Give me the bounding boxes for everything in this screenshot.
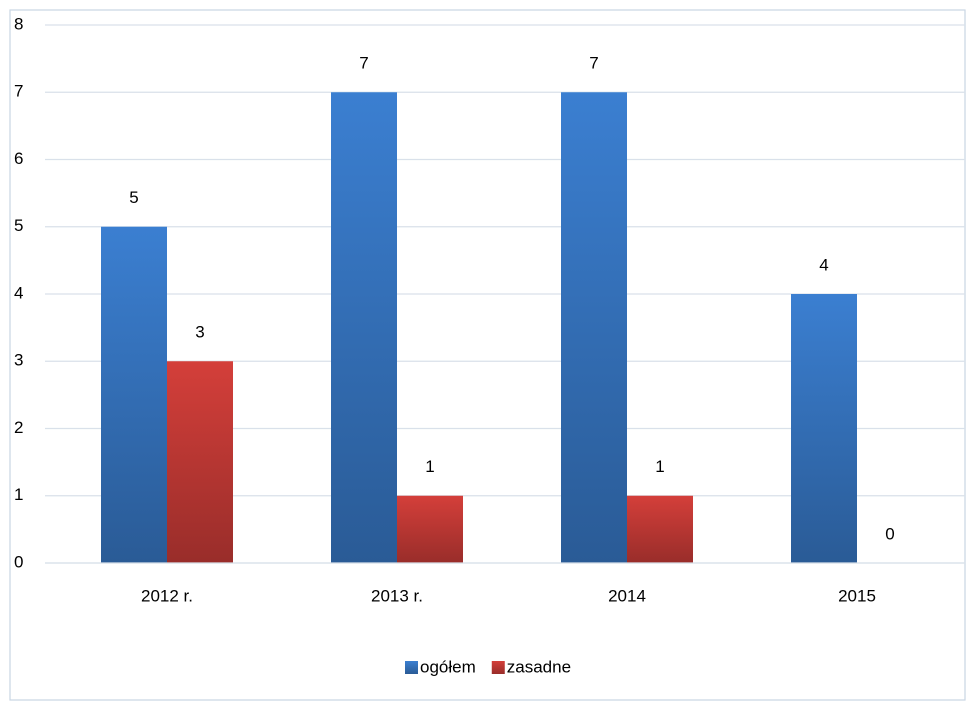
chart-border	[9, 9, 966, 701]
x-tick-label: 2015	[838, 586, 876, 605]
y-tick-label: 0	[14, 552, 23, 571]
data-label: 4	[819, 255, 828, 274]
data-label: 7	[359, 54, 368, 73]
bar	[167, 361, 233, 563]
legend-swatch	[405, 661, 418, 674]
bar	[791, 294, 857, 563]
y-tick-label: 4	[14, 283, 23, 302]
y-tick-label: 2	[14, 418, 23, 437]
bar	[397, 495, 463, 563]
bar	[627, 495, 693, 563]
legend-swatch	[491, 661, 505, 674]
y-tick-label: 6	[14, 149, 23, 168]
data-label: 5	[129, 188, 138, 207]
data-label: 1	[655, 457, 664, 476]
x-tick-label: 2014	[608, 586, 646, 605]
legend-label: ogółem	[420, 657, 476, 676]
data-label: 7	[589, 54, 598, 73]
data-label: 3	[195, 323, 204, 342]
y-tick-label: 8	[14, 14, 23, 33]
y-tick-label: 3	[14, 351, 23, 370]
bar	[561, 92, 627, 563]
data-label: 1	[425, 457, 434, 476]
bar	[101, 226, 167, 563]
y-tick-label: 1	[14, 485, 23, 504]
data-label: 0	[885, 524, 894, 543]
legend-label: zasadne	[507, 657, 571, 676]
bar	[331, 92, 397, 563]
y-tick-label: 7	[14, 82, 23, 101]
x-tick-label: 2012 r.	[141, 586, 193, 605]
x-tick-label: 2013 r.	[371, 586, 423, 605]
y-tick-label: 5	[14, 216, 23, 235]
